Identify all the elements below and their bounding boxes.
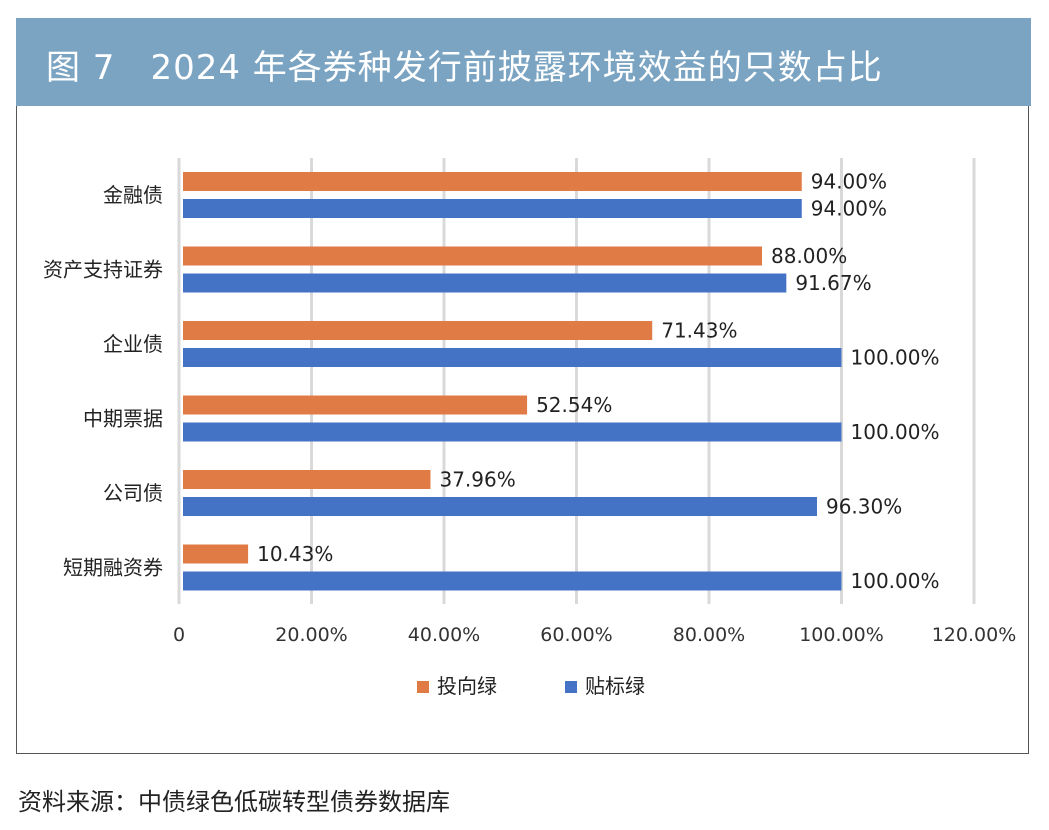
category-label: 中期票据: [83, 407, 163, 431]
x-tick-label: 0: [173, 624, 185, 646]
data-label: 88.00%: [771, 244, 847, 268]
data-label: 100.00%: [851, 420, 940, 444]
category-label: 短期融资券: [63, 556, 163, 580]
data-label: 94.00%: [811, 170, 887, 194]
data-label: 96.30%: [826, 495, 902, 519]
legend-swatch-series2: [565, 681, 577, 693]
bar-chart: 0 20.00% 40.00% 60.00% 80.00% 100.00% 120.00% 金…: [43, 158, 1017, 698]
source-note: 资料来源：中债绿色低碳转型债券数据库: [18, 788, 450, 816]
bar-series1: [183, 470, 431, 489]
category-label: 企业债: [103, 332, 163, 356]
legend-swatch-series1: [417, 681, 429, 693]
data-label: 10.43%: [257, 542, 333, 566]
bar-series1: [183, 172, 802, 191]
data-label: 100.00%: [851, 346, 940, 370]
bar-series2: [183, 497, 817, 516]
bar-series1: [183, 395, 528, 415]
x-tick-label: 60.00%: [540, 624, 612, 646]
bar-series1: [183, 544, 249, 564]
x-tick-label: 20.00%: [275, 624, 347, 646]
data-label: 37.96%: [439, 468, 515, 492]
data-label: 91.67%: [795, 271, 871, 295]
x-tick-label: 80.00%: [673, 624, 745, 646]
title-bar: 图 7 2024 年各券种发行前披露环境效益的只数占比: [16, 18, 1031, 106]
category-label: 资产支持证券: [43, 258, 163, 282]
data-label: 52.54%: [536, 393, 612, 417]
category-label: 公司债: [103, 481, 163, 505]
bar-series2: [183, 273, 787, 293]
chart-title: 图 7 2024 年各券种发行前披露环境效益的只数占比: [46, 48, 883, 88]
bar-series1: [183, 246, 762, 266]
bar-series2: [183, 571, 842, 591]
category-label: 金融债: [103, 183, 163, 207]
data-label: 94.00%: [811, 197, 887, 221]
chart-frame: 0 20.00% 40.00% 60.00% 80.00% 100.00% 120.00% 金…: [16, 106, 1029, 754]
legend-label: 贴标绿: [585, 674, 645, 698]
bar-series2: [183, 422, 842, 442]
data-label: 100.00%: [851, 569, 940, 593]
data-label: 71.43%: [661, 319, 737, 343]
x-tick-label: 120.00%: [932, 624, 1017, 646]
bar-series2: [183, 199, 802, 218]
bar-series2: [183, 348, 842, 367]
x-tick-label: 40.00%: [408, 624, 480, 646]
x-tick-label: 100.00%: [799, 624, 884, 646]
bar-series1: [183, 321, 653, 340]
legend-label: 投向绿: [437, 674, 497, 698]
